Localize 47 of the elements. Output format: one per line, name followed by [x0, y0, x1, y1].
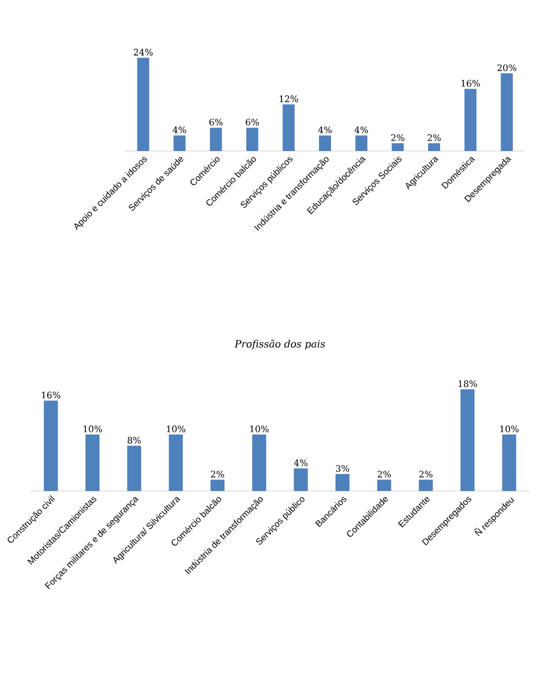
bar [246, 128, 258, 151]
data-label: 20% [497, 64, 516, 72]
data-label: 4% [294, 459, 308, 466]
data-label: 2% [428, 134, 441, 142]
bar [336, 474, 350, 491]
bar [127, 446, 142, 491]
data-label: 4% [354, 126, 368, 134]
data-label: 8% [128, 436, 141, 444]
bar [502, 434, 516, 491]
data-label: 10% [84, 426, 102, 432]
bar [86, 434, 100, 491]
bar [464, 88, 476, 151]
bar [460, 389, 475, 491]
bar [500, 73, 513, 151]
bar [377, 480, 392, 491]
data-label: 2% [378, 470, 391, 478]
data-label: 3% [336, 465, 350, 472]
bar [294, 468, 308, 491]
bar [210, 128, 222, 151]
bar [319, 135, 332, 151]
data-label: 2% [211, 470, 224, 478]
bar [282, 104, 295, 151]
data-label: 10% [250, 426, 269, 432]
data-label: 6% [209, 118, 223, 126]
data-label: 2% [419, 470, 432, 478]
data-label: 12% [280, 95, 298, 102]
data-label: 10% [500, 426, 519, 432]
bar [137, 58, 150, 151]
data-label: 6% [246, 118, 259, 126]
bar [252, 434, 266, 491]
chart-title: Profissão dos pais [234, 340, 326, 350]
bar [174, 135, 186, 151]
bar [44, 400, 58, 491]
data-label: 18% [458, 380, 477, 388]
data-label: 4% [318, 126, 332, 134]
data-label: 2% [391, 134, 404, 142]
bar [418, 480, 433, 491]
bar [392, 143, 404, 151]
bar [355, 135, 368, 151]
bar [168, 434, 183, 491]
bar [210, 480, 225, 491]
data-label: 24% [134, 48, 153, 56]
data-label: 10% [166, 426, 186, 432]
data-label: 4% [172, 126, 186, 134]
bar [428, 143, 440, 151]
data-label: 16% [462, 80, 480, 87]
data-label: 16% [42, 392, 60, 398]
